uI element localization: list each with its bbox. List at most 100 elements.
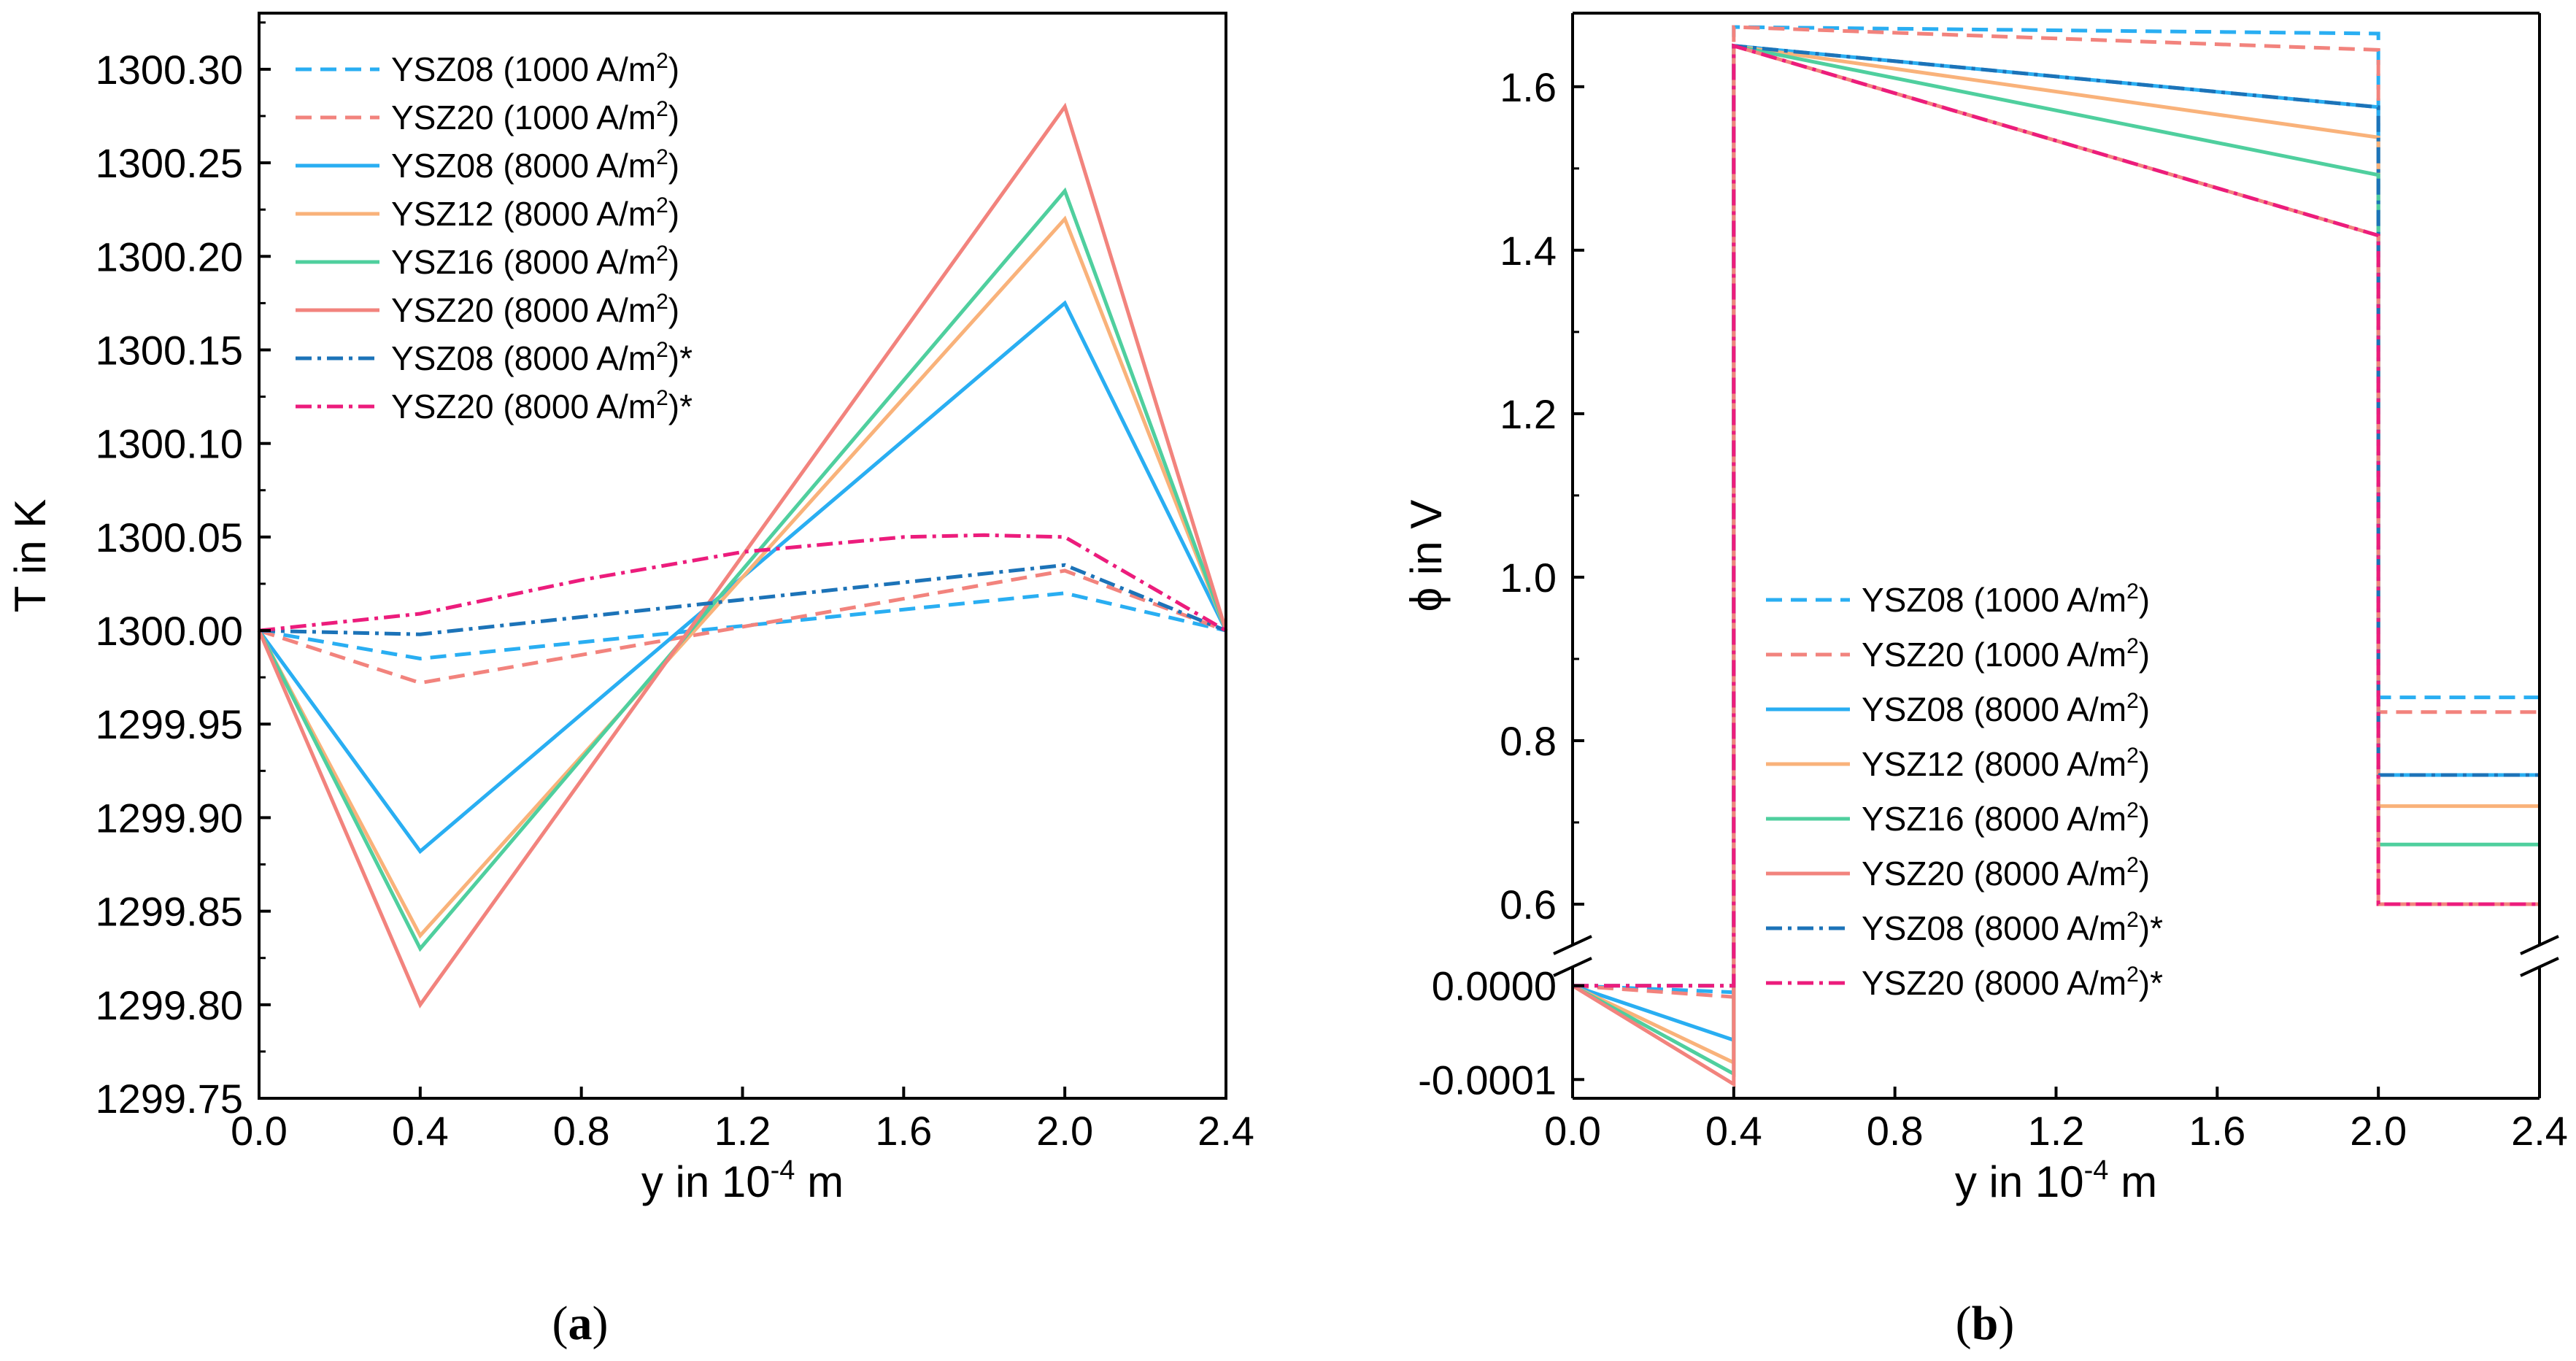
y-tick-label: 1299.75: [96, 1076, 243, 1122]
legend-label-tail: ): [2139, 745, 2150, 783]
x-axis-title-unit: m: [2108, 1157, 2157, 1206]
legend-entry: YSZ08 (1000 A/m2): [296, 49, 679, 88]
legend-label-text: YSZ08 (1000 A/m: [391, 50, 656, 88]
legend-label-tail: )*: [2139, 909, 2163, 947]
series-line: [257, 215, 1228, 939]
y-tick-label: 1300.20: [96, 234, 243, 279]
legend-label-sup: 2: [2126, 798, 2139, 822]
legend-label-sup: 2: [2126, 579, 2139, 604]
axis-break-mark: [2520, 935, 2559, 955]
y-tick-label: 1299.80: [96, 982, 243, 1028]
series-line: [257, 187, 1228, 952]
y-tick-label: 0.8: [1500, 718, 1557, 764]
legend-label: YSZ16 (8000 A/m2): [1862, 798, 2150, 838]
x-tick-label: 0.4: [392, 1108, 449, 1154]
legend-label-sup: 2: [656, 193, 668, 217]
y-tick-label: 1300.30: [96, 47, 243, 93]
legend-label-text: YSZ20 (8000 A/m: [1862, 855, 2126, 892]
y-tick-label: 1300.15: [96, 327, 243, 373]
panel-b-label: (b): [1956, 1297, 2015, 1350]
panel-label-part: ): [1998, 1297, 2014, 1350]
x-tick-label: 2.4: [2511, 1108, 2568, 1154]
legend-label: YSZ12 (8000 A/m2): [1862, 744, 2150, 783]
panel-b-chart: 0.0 0.4 0.8 1.2 1.6 2.0 2.4 0.6 0.8 1.0 1.2 1.4 1.6 0…: [1402, 12, 2568, 1206]
panel-a-chart: 0.0 0.4 0.8 1.2 1.6 2.0 2.4 1299.75 1299.80 1299.…: [6, 12, 1254, 1206]
y-tick-label: 1299.85: [96, 889, 243, 935]
y-tick-label: 1.6: [1500, 64, 1557, 110]
legend-entry: YSZ12 (8000 A/m2): [296, 193, 679, 233]
y-tick-label: 1300.05: [96, 514, 243, 560]
legend-entry: YSZ08 (8000 A/m2)*: [296, 338, 693, 377]
y-tick-label: 0.6: [1500, 882, 1557, 928]
legend-label-text: YSZ12 (8000 A/m: [1862, 745, 2126, 783]
panel-label-part: a: [568, 1297, 593, 1350]
series-line: [1572, 25, 2540, 995]
legend-label-text: YSZ12 (8000 A/m: [391, 195, 656, 233]
x-axis-title: y in 10-4 m: [1955, 1155, 2157, 1206]
legend-label-text: YSZ20 (8000 A/m: [1862, 964, 2126, 1002]
axis-break-mark: [2520, 957, 2559, 977]
legend-label: YSZ08 (8000 A/m2)*: [391, 338, 693, 377]
legend-label-tail: ): [668, 99, 679, 136]
x-tick-label: 2.0: [2350, 1108, 2407, 1154]
legend-label-tail: ): [2139, 690, 2150, 728]
legend-label-text: YSZ20 (1000 A/m: [1862, 636, 2126, 674]
legend-label-sup: 2: [656, 338, 668, 362]
axis-break-gap: [1554, 946, 1592, 965]
legend-entry: YSZ20 (8000 A/m2): [1766, 853, 2150, 892]
panel-a-label: (a): [552, 1297, 609, 1350]
axis-break-mark: [1553, 957, 1592, 977]
legend-entry: YSZ16 (8000 A/m2): [296, 242, 679, 281]
legend-label-text: YSZ08 (8000 A/m: [391, 339, 656, 377]
x-axis-title-unit: m: [795, 1157, 844, 1206]
x-tick-label: 2.4: [1198, 1108, 1254, 1154]
x-tick-label: 0.8: [1867, 1108, 1924, 1154]
legend-label: YSZ16 (8000 A/m2): [391, 242, 679, 281]
legend-label-tail: ): [668, 50, 679, 88]
legend-label: YSZ08 (8000 A/m2)*: [1862, 908, 2163, 947]
legend-entry: YSZ20 (8000 A/m2): [296, 290, 679, 329]
legend-label-sup: 2: [2126, 634, 2139, 658]
x-tick-label: 2.0: [1036, 1108, 1093, 1154]
x-axis-title: y in 10-4 m: [641, 1155, 844, 1206]
series-line: [1572, 25, 2540, 999]
legend-label-text: YSZ08 (8000 A/m: [1862, 909, 2126, 947]
series-line: [1573, 43, 2540, 988]
y-tick-label: 1299.95: [96, 701, 243, 747]
legend-label: YSZ20 (1000 A/m2): [1862, 634, 2150, 674]
y-tick-label: 1.0: [1500, 555, 1557, 601]
series-line: [258, 563, 1227, 636]
x-tick-label: 0.0: [231, 1108, 288, 1154]
y-tick-label: 1300.00: [96, 608, 243, 654]
panel-label-part: (: [552, 1297, 568, 1350]
legend-entry: YSZ20 (8000 A/m2)*: [1766, 963, 2163, 1002]
legend-label-text: YSZ20 (1000 A/m: [391, 99, 656, 136]
series-line: [258, 533, 1227, 633]
legend-label-tail: ): [2139, 636, 2150, 674]
legend-label-text: YSZ20 (8000 A/m: [391, 388, 656, 425]
x-tick-label: 0.8: [553, 1108, 610, 1154]
legend-label-sup: 2: [2126, 744, 2139, 768]
series-line: [1571, 43, 2540, 1066]
legend-label-tail: )*: [668, 388, 693, 425]
x-tick-label: 0.4: [1705, 1108, 1762, 1154]
legend-label-tail: ): [2139, 581, 2150, 619]
legend-label-tail: ): [668, 243, 679, 281]
x-axis-title-text: y in 10: [641, 1157, 771, 1206]
legend-label: YSZ08 (1000 A/m2): [391, 49, 679, 88]
legend-entry: YSZ08 (8000 A/m2)*: [1766, 908, 2163, 947]
series-line: [1571, 43, 2540, 1077]
legend-label: YSZ20 (1000 A/m2): [391, 97, 679, 136]
x-axis-title-text: y in 10: [1955, 1157, 2084, 1206]
y-tick-label: -0.0001: [1418, 1057, 1557, 1103]
panel-label-part: (: [1956, 1297, 1972, 1350]
legend-label: YSZ20 (8000 A/m2)*: [1862, 963, 2163, 1002]
legend-label-text: YSZ16 (8000 A/m: [1862, 800, 2126, 838]
x-axis-title-exp: -4: [771, 1155, 795, 1186]
x-tick-label: 1.2: [2028, 1108, 2085, 1154]
legend-label: YSZ12 (8000 A/m2): [391, 193, 679, 233]
x-tick-label: 1.2: [714, 1108, 771, 1154]
legend-entry: YSZ12 (8000 A/m2): [1766, 744, 2150, 783]
legend-label-text: YSZ20 (8000 A/m: [391, 291, 656, 329]
